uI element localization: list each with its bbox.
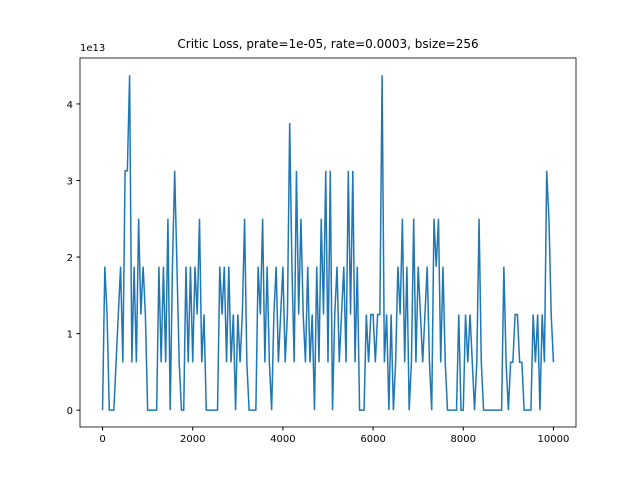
y-offset-label: 1e13 — [80, 43, 105, 54]
chart-title: Critic Loss, prate=1e-05, rate=0.0003, b… — [177, 37, 478, 51]
y-tick-label: 1 — [67, 330, 73, 341]
y-tick-label: 3 — [67, 176, 73, 187]
y-tick-label: 0 — [67, 406, 73, 417]
y-tick-label: 2 — [67, 253, 73, 264]
x-tick-label: 2000 — [180, 434, 205, 445]
x-tick-label: 4000 — [270, 434, 295, 445]
x-tick-label: 10000 — [538, 434, 570, 445]
plot-frame — [79, 57, 577, 428]
x-tick-label: 0 — [99, 434, 105, 445]
x-tick-label: 8000 — [451, 434, 476, 445]
y-tick-label: 4 — [67, 100, 73, 111]
x-tick-label: 6000 — [360, 434, 385, 445]
line-series — [101, 75, 555, 411]
